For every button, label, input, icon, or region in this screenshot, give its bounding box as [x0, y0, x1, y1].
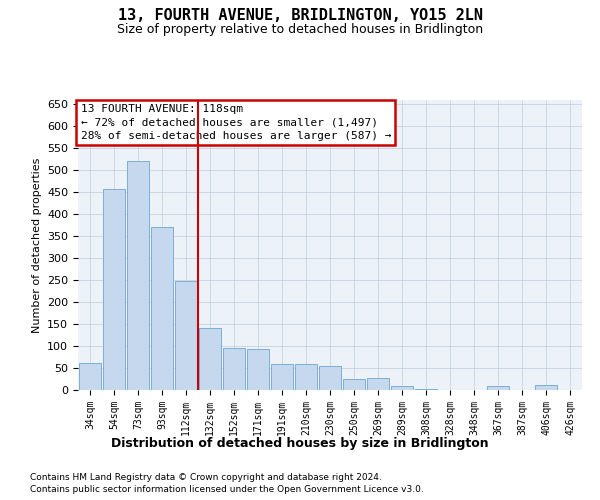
Bar — [487, 386, 509, 390]
Bar — [391, 386, 413, 390]
Text: Size of property relative to detached houses in Bridlington: Size of property relative to detached ho… — [117, 22, 483, 36]
Y-axis label: Number of detached properties: Number of detached properties — [32, 158, 41, 332]
Bar — [151, 228, 173, 390]
Bar — [79, 363, 101, 390]
Text: Distribution of detached houses by size in Bridlington: Distribution of detached houses by size … — [111, 438, 489, 450]
Bar — [295, 364, 317, 390]
Bar — [103, 189, 125, 390]
Bar — [343, 379, 365, 390]
Text: 13 FOURTH AVENUE: 118sqm
← 72% of detached houses are smaller (1,497)
28% of sem: 13 FOURTH AVENUE: 118sqm ← 72% of detach… — [80, 104, 391, 141]
Bar — [247, 349, 269, 390]
Bar — [175, 281, 197, 390]
Bar — [223, 348, 245, 390]
Text: Contains public sector information licensed under the Open Government Licence v3: Contains public sector information licen… — [30, 485, 424, 494]
Bar — [127, 160, 149, 390]
Bar — [415, 389, 437, 390]
Text: Contains HM Land Registry data © Crown copyright and database right 2024.: Contains HM Land Registry data © Crown c… — [30, 472, 382, 482]
Bar — [535, 384, 557, 390]
Text: 13, FOURTH AVENUE, BRIDLINGTON, YO15 2LN: 13, FOURTH AVENUE, BRIDLINGTON, YO15 2LN — [118, 8, 482, 22]
Bar — [319, 366, 341, 390]
Bar — [199, 328, 221, 390]
Bar — [271, 364, 293, 390]
Bar — [367, 378, 389, 390]
